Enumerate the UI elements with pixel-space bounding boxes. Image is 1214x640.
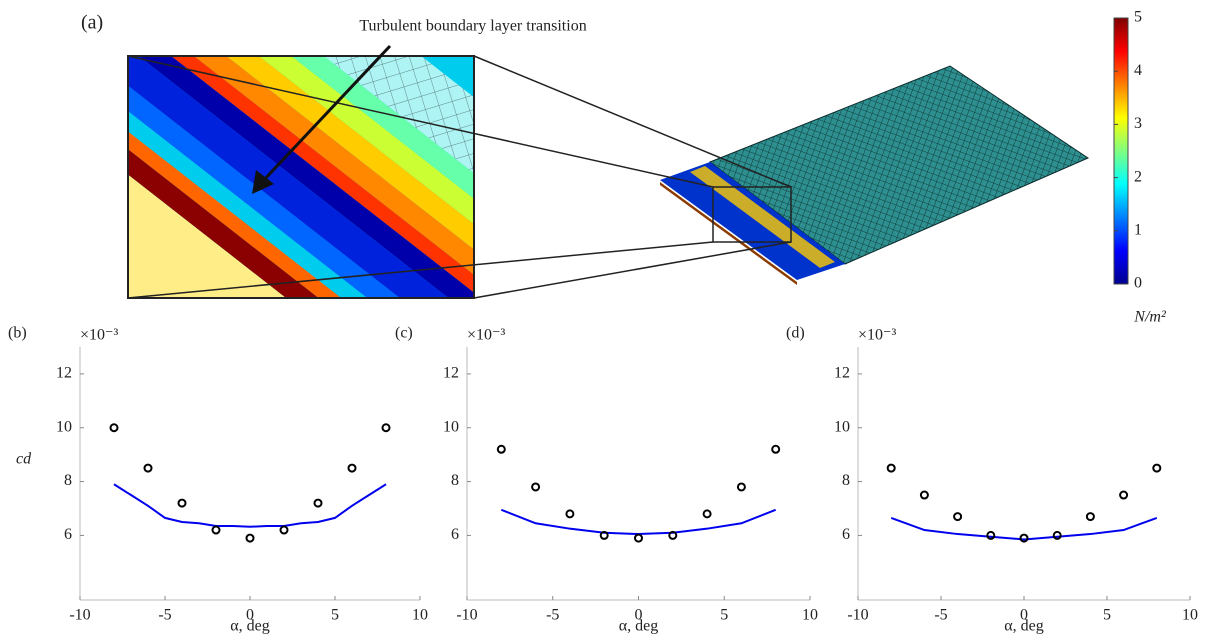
panel-label: (c) [395,325,413,342]
y-tick-label: 8 [842,472,850,489]
model-line [890,516,1158,541]
y-multiplier: ×10⁻³ [467,327,505,344]
x-tick-label: 0 [635,607,643,624]
x-tick-label: -10 [847,607,868,624]
data-point [313,498,323,508]
y-tick-label: 10 [56,418,72,435]
panel-label: (b) [8,325,27,342]
y-tick-label: 6 [451,526,459,543]
y-tick-label: 10 [834,418,850,435]
data-point [496,444,506,454]
data-point [668,530,678,540]
wing-edge [660,182,797,285]
x-tick-label: -10 [69,607,90,624]
colorbar-gradient [1113,17,1129,285]
x-tick-label: 10 [1182,607,1198,624]
data-point [531,482,541,492]
panel-label: (d) [786,325,805,342]
colorbar-tick-label: 0 [1134,275,1142,292]
data-point [634,533,643,543]
data-point [886,463,896,473]
x-tick-label: -5 [546,607,559,624]
model-line [500,508,777,536]
x-tick-label: -5 [158,607,171,624]
y-multiplier: ×10⁻³ [80,327,118,344]
y-tick-label: 10 [443,418,459,435]
data-point [1119,490,1129,500]
data-point [771,444,781,454]
x-axis-label: α, deg [619,618,658,635]
y-tick-label: 12 [56,365,72,382]
data-point [1052,530,1062,540]
colorbar-tick-label: 4 [1134,62,1142,79]
wing-stripe [690,166,835,268]
colorbar-tick-label: 3 [1134,115,1142,132]
y-tick-label: 8 [451,472,459,489]
arrow-head [252,170,274,194]
y-multiplier: ×10⁻³ [858,327,896,344]
data-point [702,509,712,519]
data-point [565,509,575,519]
colorbar-tick-label: 2 [1134,168,1142,185]
y-tick-label: 8 [64,472,72,489]
panel-label: (a) [81,12,103,34]
x-axis-label: α, deg [230,618,269,635]
x-tick-label: 5 [331,607,339,624]
y-tick-label: 6 [842,526,850,543]
x-tick-label: 5 [1103,607,1111,624]
colorbar [1113,17,1129,285]
annotation-arrow [260,44,392,184]
data-point [143,463,153,473]
colorbar-tick-label: 5 [1134,9,1142,26]
colorbar-label: N/m² [1133,309,1167,326]
data-point [347,463,357,473]
y-tick-label: 6 [64,526,72,543]
x-tick-label: -5 [934,607,947,624]
data-point [986,530,996,540]
x-tick-label: -10 [456,607,477,624]
data-point [919,490,929,500]
model-line [113,483,387,528]
x-tick-label: 10 [412,607,428,624]
inset-image [128,56,474,298]
data-point [736,482,746,492]
data-point [177,498,187,508]
data-point [211,525,221,535]
x-tick-label: 0 [1020,607,1028,624]
annotation: Turbulent boundary layer transition [359,18,586,35]
x-tick-label: 10 [802,607,818,624]
data-point [1019,533,1029,543]
data-point [279,525,289,535]
y-axis-label: cd [16,451,32,468]
y-tick-label: 12 [834,365,850,382]
colorbar-tick-label: 1 [1134,221,1142,238]
data-point [109,423,119,433]
y-tick-label: 12 [443,365,459,382]
data-point [245,533,255,543]
data-point [381,423,391,433]
data-point [1085,512,1095,522]
x-tick-label: 0 [246,607,254,624]
x-tick-label: 5 [720,607,728,624]
data-point [599,530,609,540]
zoom-box [712,186,792,243]
zoom-lines [127,55,792,299]
data-point [1152,463,1162,473]
x-axis-label: α, deg [1004,618,1043,635]
inset-frame [127,55,475,299]
data-point [953,512,963,522]
